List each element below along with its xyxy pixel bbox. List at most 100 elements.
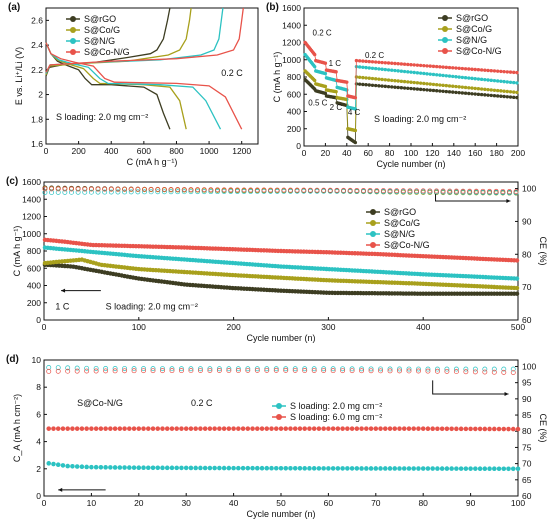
capacity-point bbox=[79, 464, 85, 470]
data-point bbox=[473, 76, 477, 81]
ce-point bbox=[407, 188, 413, 194]
capacity-point bbox=[145, 426, 151, 431]
data-point bbox=[495, 88, 500, 93]
capacity-point bbox=[321, 426, 326, 431]
capacity-point bbox=[183, 426, 189, 431]
capacity-point bbox=[150, 465, 156, 471]
legend-marker bbox=[370, 209, 376, 215]
ce-point bbox=[406, 366, 412, 372]
capacity-point bbox=[397, 426, 402, 431]
capacity-point bbox=[330, 466, 336, 471]
ce-point bbox=[302, 366, 308, 372]
y-axis-label: C_A (mA h cm⁻²) bbox=[12, 394, 22, 462]
data-point bbox=[431, 82, 436, 87]
capacity-point bbox=[492, 466, 497, 472]
ce-point bbox=[215, 189, 220, 195]
data-point bbox=[377, 67, 381, 71]
x-tick-label: 400 bbox=[104, 146, 118, 156]
data-point bbox=[412, 70, 416, 75]
data-point bbox=[473, 92, 477, 96]
capacity-point bbox=[373, 426, 379, 431]
capacity-point bbox=[477, 466, 483, 471]
y-axis-label: E vs. Li⁺/Li (V) bbox=[14, 47, 24, 105]
capacity-point bbox=[496, 466, 502, 472]
ce-point bbox=[254, 187, 260, 193]
capacity-point bbox=[250, 426, 255, 431]
data-point bbox=[512, 95, 516, 100]
data-point bbox=[399, 86, 404, 90]
capacity-point bbox=[316, 466, 322, 471]
capacity-point bbox=[468, 426, 473, 432]
capacity-point bbox=[387, 426, 393, 431]
capacity-point bbox=[283, 426, 289, 431]
capacity-point bbox=[273, 465, 279, 471]
data-point bbox=[502, 79, 506, 84]
data-point bbox=[463, 76, 468, 80]
ce-point bbox=[434, 188, 439, 194]
data-point bbox=[409, 86, 413, 91]
data-point bbox=[425, 88, 429, 92]
ce-point bbox=[453, 188, 459, 194]
y-tick-label: 1000 bbox=[22, 229, 41, 239]
ce-point bbox=[241, 189, 247, 194]
y-tick-label: 0 bbox=[296, 141, 301, 151]
data-point bbox=[380, 67, 384, 71]
x-tick-label: 10 bbox=[87, 498, 97, 508]
data-point bbox=[399, 62, 404, 66]
x-axis-label: Cycle number (n) bbox=[376, 159, 445, 169]
ce-point bbox=[122, 189, 128, 195]
ce-point bbox=[397, 366, 402, 372]
data-point bbox=[451, 84, 455, 88]
data-point bbox=[323, 84, 328, 89]
capacity-point bbox=[515, 466, 521, 472]
ce-point bbox=[108, 186, 114, 192]
data-point bbox=[425, 64, 429, 68]
data-point bbox=[470, 86, 474, 90]
ce-point bbox=[467, 188, 473, 194]
data-point bbox=[396, 69, 400, 73]
ce-point bbox=[472, 366, 478, 372]
ce-point bbox=[216, 366, 222, 372]
ce-point bbox=[361, 188, 366, 193]
capacity-point bbox=[183, 465, 189, 471]
legend-label: S@rGO bbox=[456, 13, 488, 23]
capacity-point bbox=[487, 466, 492, 472]
capacity-point bbox=[84, 464, 89, 470]
data-point bbox=[399, 79, 404, 84]
ce-point bbox=[264, 366, 270, 372]
capacity-point bbox=[401, 426, 407, 431]
capacity-point bbox=[482, 466, 488, 472]
rate-annotation: 4 C bbox=[348, 108, 361, 117]
ce-point bbox=[440, 188, 446, 194]
data-point bbox=[495, 94, 500, 98]
data-point bbox=[505, 89, 509, 94]
data-point bbox=[492, 93, 497, 98]
y-axis-label: C (mA h g⁻¹) bbox=[12, 226, 22, 277]
capacity-point bbox=[283, 465, 289, 471]
capacity-point bbox=[401, 466, 407, 471]
legend-label: S@Co/G bbox=[456, 24, 492, 34]
ce-point bbox=[82, 186, 88, 192]
data-point bbox=[502, 89, 506, 93]
data-point bbox=[396, 62, 400, 66]
data-point bbox=[361, 65, 365, 70]
capacity-point bbox=[141, 426, 146, 431]
ce-point bbox=[207, 368, 213, 373]
data-point bbox=[486, 93, 490, 97]
ce-point bbox=[74, 365, 80, 371]
capacity-point bbox=[259, 465, 265, 471]
data-point bbox=[402, 86, 407, 90]
ce-point bbox=[327, 187, 333, 193]
ce-point bbox=[208, 187, 214, 193]
capacity-point bbox=[292, 426, 298, 431]
ce-point bbox=[135, 186, 141, 192]
capacity-point bbox=[250, 465, 255, 471]
data-point bbox=[454, 75, 458, 79]
ce-point bbox=[102, 186, 108, 192]
ce-point bbox=[281, 188, 287, 194]
ce-point bbox=[69, 186, 74, 192]
data-point bbox=[406, 62, 410, 67]
legend-marker bbox=[276, 403, 282, 409]
data-point bbox=[457, 75, 461, 79]
capacity-point bbox=[55, 462, 61, 468]
